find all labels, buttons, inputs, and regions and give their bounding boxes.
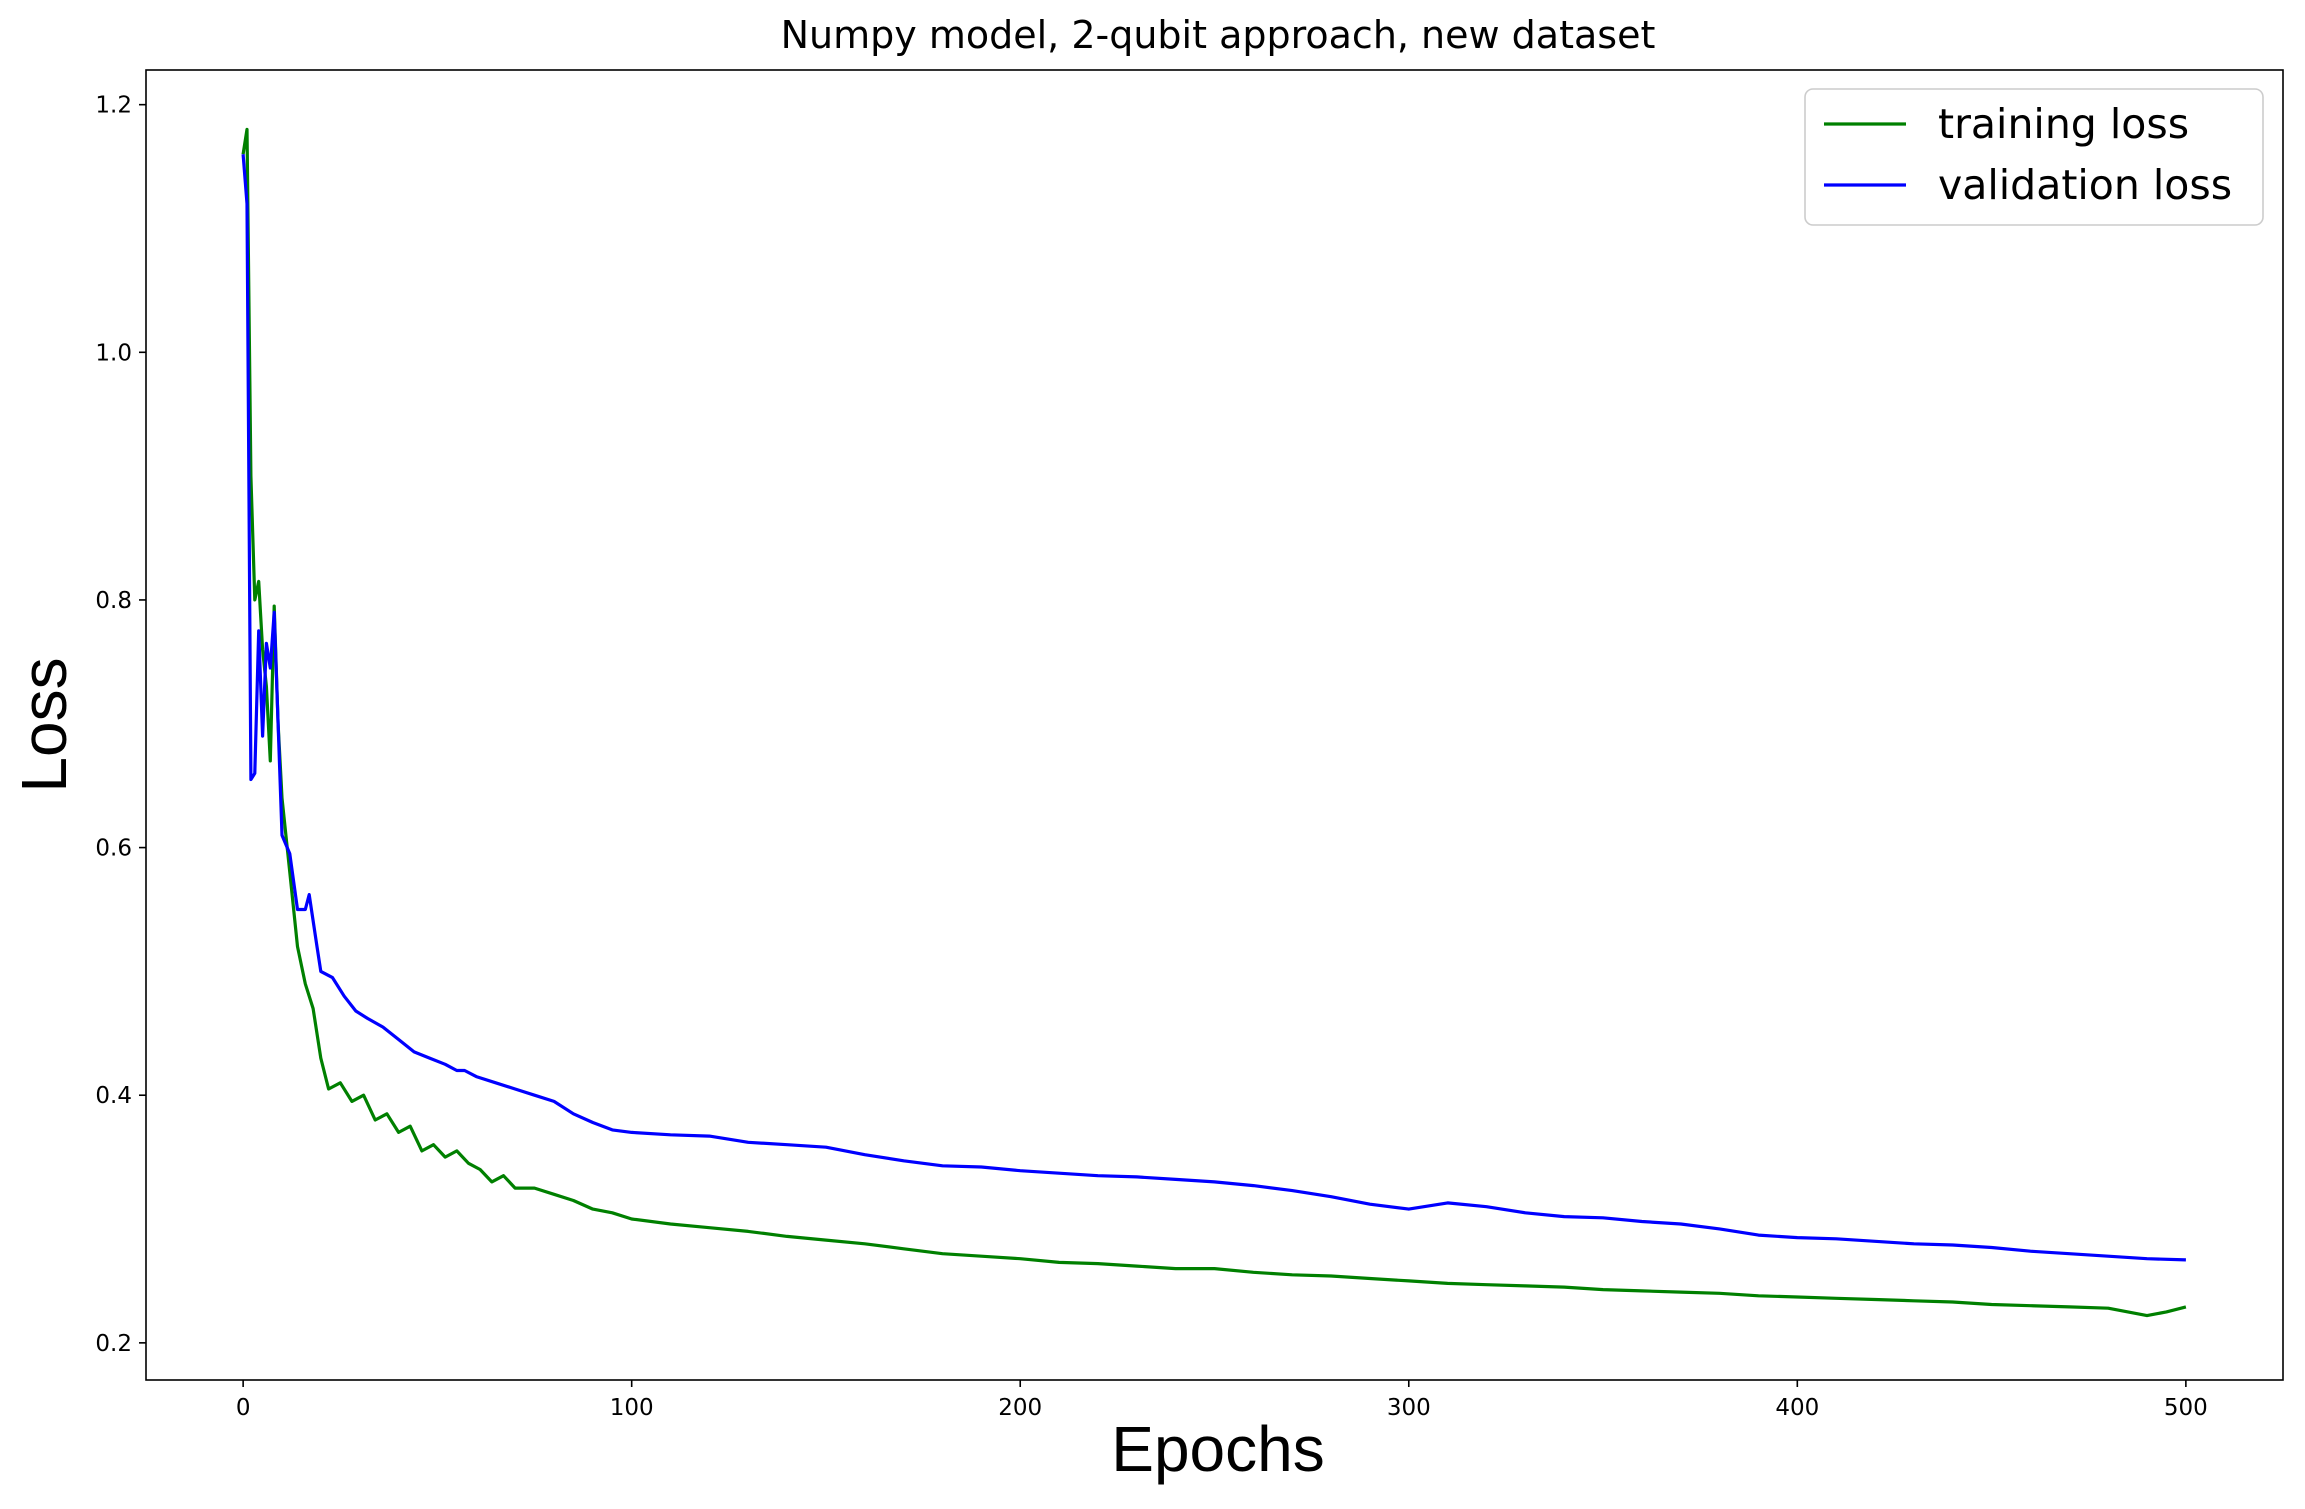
legend-box — [1804, 88, 2264, 226]
y-tick-label: 0.6 — [95, 836, 132, 862]
x-axis-ticks: 0 100 200 300 400 500 — [236, 1380, 2208, 1421]
y-axis-ticks: 0.2 0.4 0.6 0.8 1.0 1.2 — [95, 93, 146, 1357]
legend-label-training-loss: training loss — [1938, 100, 2189, 148]
x-axis-label: Epochs — [1111, 1413, 1324, 1485]
y-tick-label: 0.8 — [95, 588, 132, 614]
legend-label-validation-loss: validation loss — [1938, 161, 2232, 209]
x-tick-label: 0 — [236, 1395, 251, 1421]
x-tick-label: 400 — [1775, 1395, 1819, 1421]
x-tick-label: 500 — [2164, 1395, 2208, 1421]
plot-frame — [145, 69, 2284, 1381]
x-tick-label: 100 — [610, 1395, 654, 1421]
plot-lines — [241, 127, 2187, 1318]
series-line-training-loss — [241, 127, 2187, 1318]
y-tick-label: 1.2 — [95, 93, 132, 119]
y-tick-label: 0.2 — [95, 1331, 132, 1357]
series-line-validation-loss — [241, 154, 2186, 1262]
x-tick-label: 300 — [1387, 1395, 1431, 1421]
legend: training loss validation loss — [1804, 88, 2264, 226]
y-tick-label: 1.0 — [95, 340, 132, 366]
y-tick-label: 0.4 — [95, 1083, 132, 1109]
x-tick-label: 200 — [998, 1395, 1042, 1421]
chart-title: Numpy model, 2-qubit approach, new datas… — [781, 13, 1656, 57]
y-axis-label: Loss — [8, 657, 80, 792]
